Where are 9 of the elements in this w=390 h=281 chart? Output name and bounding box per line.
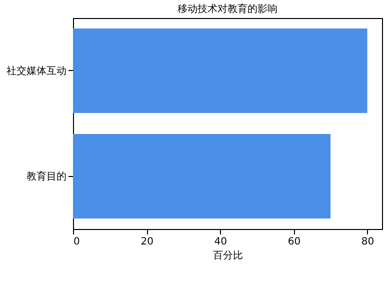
y-tick-label: 社交媒体互动 bbox=[6, 64, 66, 77]
y-tick-label: 教育目的 bbox=[26, 170, 66, 182]
x-tick-label: 0 bbox=[74, 236, 80, 248]
x-tick-label: 20 bbox=[140, 236, 154, 248]
x-axis-title: 百分比 bbox=[213, 250, 243, 262]
x-tick-label: 80 bbox=[361, 236, 374, 248]
chart-title: 移动技术对教育的影响 bbox=[178, 3, 278, 15]
x-tick-label: 40 bbox=[214, 236, 228, 248]
x-tick-label: 60 bbox=[288, 236, 301, 248]
